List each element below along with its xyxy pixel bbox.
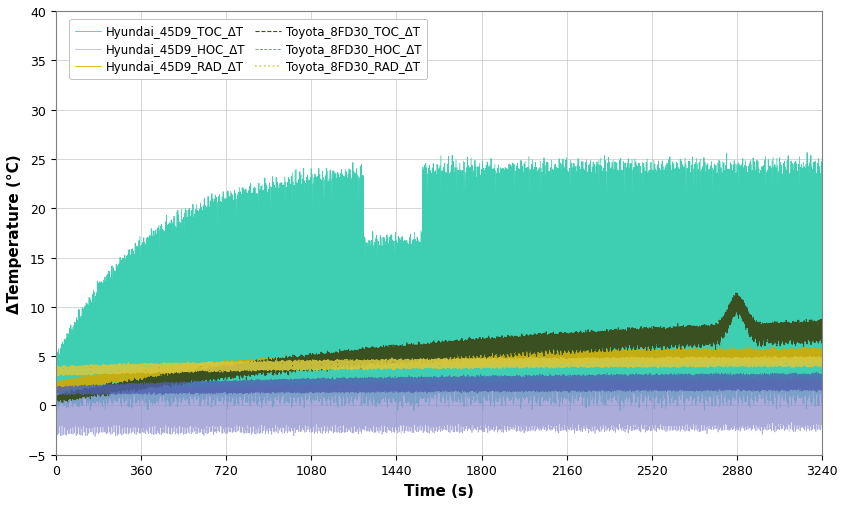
Toyota_8FD30_RAD_ΔT (127, 368, 137, 374)
Hyundai_45D9_TOC_ΔT (408, 408, 419, 414)
Toyota_8FD30_TOC_ΔT (679, 345, 689, 351)
Toyota_8FD30_HOC_ΔT (78, 392, 88, 398)
Hyundai_45D9_TOC_ΔT (127, 338, 137, 344)
Hyundai_45D9_HOC_ΔT (244, 423, 254, 429)
Toyota_8FD30_RAD_ΔT (244, 366, 254, 372)
Line: Toyota_8FD30_RAD_ΔT: Toyota_8FD30_RAD_ΔT (56, 357, 821, 376)
Toyota_8FD30_HOC_ΔT (731, 377, 741, 383)
Toyota_8FD30_HOC_ΔT (810, 369, 820, 375)
Hyundai_45D9_TOC_ΔT (816, 155, 826, 161)
Hyundai_45D9_HOC_ΔT (786, 409, 796, 415)
Hyundai_45D9_HOC_ΔT (731, 389, 741, 395)
Toyota_8FD30_TOC_ΔT (244, 369, 254, 375)
Line: Hyundai_45D9_HOC_ΔT: Hyundai_45D9_HOC_ΔT (56, 377, 821, 436)
Line: Hyundai_45D9_RAD_ΔT: Hyundai_45D9_RAD_ΔT (56, 347, 821, 392)
Hyundai_45D9_HOC_ΔT (51, 428, 61, 434)
Toyota_8FD30_TOC_ΔT (730, 290, 740, 296)
Toyota_8FD30_TOC_ΔT (786, 330, 796, 336)
Hyundai_45D9_RAD_ΔT (816, 361, 826, 367)
Hyundai_45D9_TOC_ΔT (786, 352, 796, 359)
Toyota_8FD30_TOC_ΔT (51, 397, 61, 403)
Toyota_8FD30_TOC_ΔT (57, 399, 68, 406)
Hyundai_45D9_TOC_ΔT (51, 352, 61, 358)
Hyundai_45D9_HOC_ΔT (127, 394, 137, 400)
Hyundai_45D9_RAD_ΔT (51, 389, 61, 395)
Legend: Hyundai_45D9_TOC_ΔT, Hyundai_45D9_HOC_ΔT, Hyundai_45D9_RAD_ΔT, Toyota_8FD30_TOC_: Hyundai_45D9_TOC_ΔT, Hyundai_45D9_HOC_ΔT… (69, 20, 426, 80)
Toyota_8FD30_RAD_ΔT (63, 373, 73, 379)
Toyota_8FD30_HOC_ΔT (244, 386, 254, 392)
Line: Hyundai_45D9_TOC_ΔT: Hyundai_45D9_TOC_ΔT (56, 154, 821, 411)
Hyundai_45D9_HOC_ΔT (816, 422, 826, 428)
Toyota_8FD30_HOC_ΔT (786, 387, 796, 393)
Toyota_8FD30_RAD_ΔT (759, 354, 769, 360)
Hyundai_45D9_RAD_ΔT (799, 344, 809, 350)
Toyota_8FD30_RAD_ΔT (786, 362, 796, 368)
Hyundai_45D9_HOC_ΔT (90, 433, 100, 439)
Hyundai_45D9_RAD_ΔT (679, 354, 689, 360)
Toyota_8FD30_HOC_ΔT (51, 388, 61, 394)
Y-axis label: ΔTemperature (°C): ΔTemperature (°C) (7, 154, 22, 313)
Toyota_8FD30_TOC_ΔT (127, 379, 137, 385)
Toyota_8FD30_RAD_ΔT (731, 359, 741, 365)
Toyota_8FD30_RAD_ΔT (660, 355, 670, 361)
Hyundai_45D9_RAD_ΔT (660, 348, 670, 354)
Hyundai_45D9_HOC_ΔT (779, 374, 789, 380)
Hyundai_45D9_RAD_ΔT (786, 348, 796, 354)
Toyota_8FD30_TOC_ΔT (731, 297, 741, 304)
Toyota_8FD30_HOC_ΔT (679, 381, 689, 387)
Hyundai_45D9_TOC_ΔT (731, 386, 741, 392)
Hyundai_45D9_RAD_ΔT (731, 347, 741, 353)
Hyundai_45D9_TOC_ΔT (660, 205, 670, 211)
Hyundai_45D9_TOC_ΔT (244, 294, 254, 300)
Hyundai_45D9_RAD_ΔT (51, 387, 61, 393)
Hyundai_45D9_HOC_ΔT (679, 419, 689, 425)
Hyundai_45D9_TOC_ΔT (801, 150, 811, 157)
Toyota_8FD30_TOC_ΔT (816, 338, 826, 344)
Toyota_8FD30_RAD_ΔT (51, 368, 61, 374)
Line: Toyota_8FD30_TOC_ΔT: Toyota_8FD30_TOC_ΔT (56, 293, 821, 402)
Hyundai_45D9_RAD_ΔT (244, 359, 254, 365)
Toyota_8FD30_HOC_ΔT (127, 390, 137, 396)
Toyota_8FD30_RAD_ΔT (816, 359, 826, 365)
X-axis label: Time (s): Time (s) (403, 483, 473, 498)
Hyundai_45D9_HOC_ΔT (660, 400, 670, 407)
Line: Toyota_8FD30_HOC_ΔT: Toyota_8FD30_HOC_ΔT (56, 372, 821, 395)
Hyundai_45D9_TOC_ΔT (679, 281, 689, 287)
Toyota_8FD30_HOC_ΔT (816, 380, 826, 386)
Toyota_8FD30_TOC_ΔT (660, 328, 670, 334)
Toyota_8FD30_HOC_ΔT (660, 373, 670, 379)
Hyundai_45D9_RAD_ΔT (127, 374, 137, 380)
Toyota_8FD30_RAD_ΔT (679, 360, 689, 366)
